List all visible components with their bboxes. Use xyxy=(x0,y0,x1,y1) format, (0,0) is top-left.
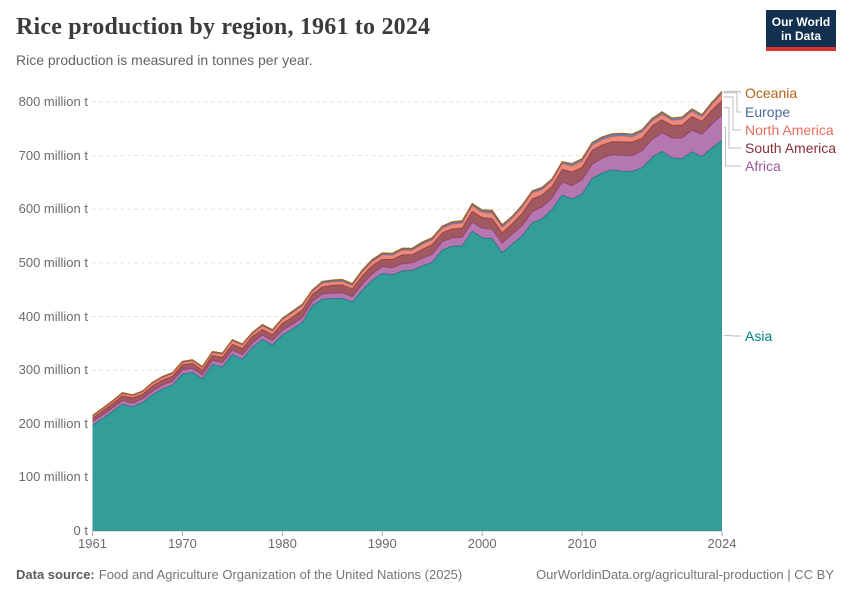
x-axis-tick-label: 1961 xyxy=(78,536,107,551)
owid-logo[interactable]: Our World in Data xyxy=(766,10,836,51)
data-source-note: Data source: Food and Agriculture Organiz… xyxy=(16,567,462,582)
area-africa xyxy=(92,115,722,426)
legend-item-oceania[interactable]: Oceania xyxy=(745,85,798,101)
x-axis-tick-label: 2000 xyxy=(467,536,497,551)
page-title: Rice production by region, 1961 to 2024 xyxy=(16,14,431,40)
chart-subtitle: Rice production is measured in tonnes pe… xyxy=(16,52,313,68)
x-axis-tick-label: 1980 xyxy=(267,536,297,551)
legend-connector xyxy=(723,127,741,167)
y-axis-tick-label: 600 million t xyxy=(18,201,88,217)
y-axis-tick-label: 200 million t xyxy=(18,415,88,431)
legend-connector xyxy=(723,92,741,113)
legend-item-asia[interactable]: Asia xyxy=(745,328,773,344)
owid-logo-line2: in Data xyxy=(780,29,821,43)
legend-item-europe[interactable]: Europe xyxy=(745,104,791,120)
legend-item-south-america[interactable]: South America xyxy=(745,140,837,156)
legend-connector xyxy=(723,107,741,149)
x-axis-tick-label: 2010 xyxy=(567,536,597,551)
legend-connector xyxy=(723,96,741,131)
y-axis-tick-label: 700 million t xyxy=(18,147,88,163)
line-oceania xyxy=(92,90,723,416)
attribution-link[interactable]: OurWorldinData.org/agricultural-producti… xyxy=(536,567,834,582)
y-axis-tick-label: 500 million t xyxy=(18,254,88,270)
chart-footer: Data source: Food and Agriculture Organiz… xyxy=(16,567,834,582)
y-axis-tick-label: 800 million t xyxy=(18,94,88,109)
x-axis-tick-label: 2024 xyxy=(707,536,737,551)
y-axis-tick-label: 100 million t xyxy=(18,469,88,485)
legend-connector xyxy=(723,90,741,94)
y-axis-tick-label: 0 t xyxy=(73,523,88,538)
x-axis-tick-label: 1970 xyxy=(167,536,197,551)
owid-logo-line1: Our World xyxy=(771,15,831,29)
area-asia xyxy=(92,140,722,532)
y-axis-tick-label: 300 million t xyxy=(18,362,88,378)
area-south-america xyxy=(92,100,722,422)
legend-item-africa[interactable]: Africa xyxy=(745,158,781,174)
x-axis-tick-label: 1990 xyxy=(367,536,397,551)
data-source-label: Data source: xyxy=(16,567,95,582)
legend-item-north-america[interactable]: North America xyxy=(745,122,834,138)
y-axis-tick-label: 400 million t xyxy=(18,308,88,324)
data-source-text: Food and Agriculture Organization of the… xyxy=(98,567,463,582)
